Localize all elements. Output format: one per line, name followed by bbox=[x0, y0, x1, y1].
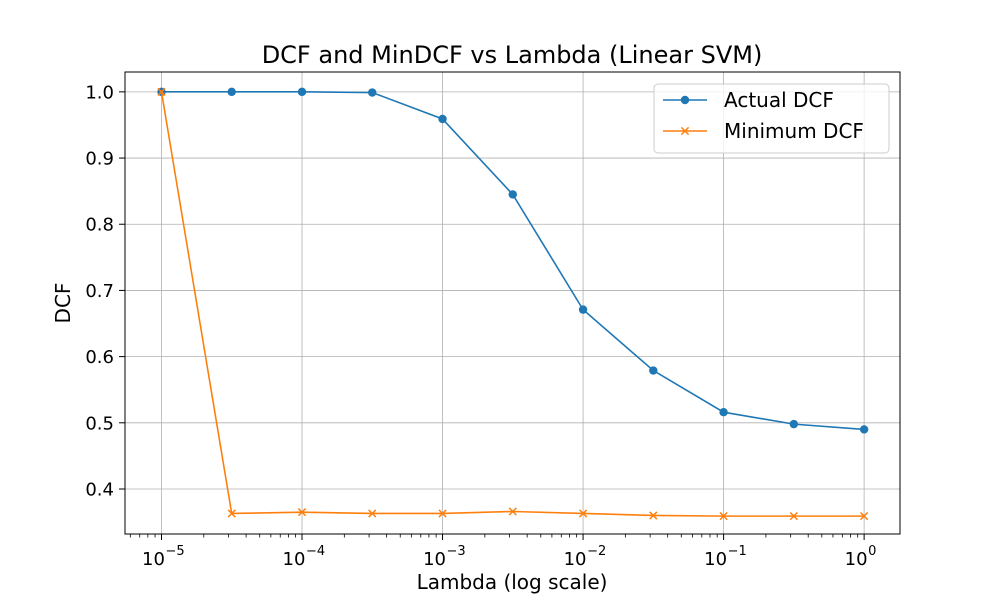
series-lines bbox=[157, 87, 869, 521]
x-tick-label: 10 bbox=[142, 549, 165, 570]
y-tick-label: 1.0 bbox=[85, 82, 114, 103]
data-point bbox=[578, 509, 588, 518]
legend-box bbox=[653, 83, 890, 154]
x-axis-label: Lambda (log scale) bbox=[417, 570, 608, 594]
x-tick-exponent: −5 bbox=[165, 544, 184, 559]
data-point bbox=[508, 507, 517, 516]
x-tick-label: 10 bbox=[704, 549, 727, 570]
axis-ticks: 10 −5 10 −4 10 −3 10 −2 10 −1 10 00.40.50.60.70.80.… bbox=[85, 82, 876, 570]
x-tick-label: 10 bbox=[845, 549, 868, 570]
legend: Actual DCF Minimum DCF bbox=[653, 83, 890, 154]
x-tick-label: 10 bbox=[423, 549, 446, 570]
data-point bbox=[789, 419, 799, 429]
data-point bbox=[719, 511, 728, 521]
data-point bbox=[719, 408, 728, 417]
chart-title: DCF and MinDCF vs Lambda (Linear SVM) bbox=[262, 41, 763, 69]
x-tick-exponent: −4 bbox=[306, 544, 325, 559]
data-point bbox=[368, 88, 377, 97]
x-tick-label: 10 bbox=[283, 549, 306, 570]
data-point bbox=[508, 190, 517, 199]
x-tick-exponent: −2 bbox=[587, 544, 606, 559]
legend-label: Actual DCF bbox=[724, 88, 834, 112]
data-point bbox=[859, 511, 869, 521]
x-tick-exponent: −3 bbox=[447, 544, 466, 559]
y-tick-label: 0.9 bbox=[85, 149, 114, 170]
data-point bbox=[297, 508, 307, 517]
legend-marker bbox=[680, 95, 690, 105]
data-point bbox=[578, 305, 588, 314]
data-point bbox=[368, 509, 377, 518]
grid bbox=[125, 72, 900, 534]
x-tick-exponent: −1 bbox=[728, 544, 747, 559]
y-tick-label: 0.5 bbox=[85, 413, 114, 434]
data-point bbox=[649, 511, 658, 520]
plot-frame bbox=[124, 71, 901, 535]
x-tick-exponent: 0 bbox=[868, 544, 876, 559]
y-tick-label: 0.4 bbox=[85, 479, 114, 500]
data-point bbox=[227, 509, 236, 518]
data-point bbox=[438, 509, 447, 518]
y-tick-label: 0.6 bbox=[85, 347, 114, 368]
x-tick-label: 10 bbox=[564, 549, 587, 570]
data-point bbox=[859, 425, 869, 434]
data-point bbox=[227, 87, 236, 97]
data-point bbox=[438, 114, 447, 124]
data-point bbox=[649, 366, 658, 375]
y-tick-label: 0.7 bbox=[85, 281, 114, 302]
y-tick-label: 0.8 bbox=[85, 215, 114, 236]
legend-marker bbox=[680, 126, 690, 136]
data-point bbox=[789, 511, 798, 521]
series-minimum-dcf bbox=[157, 87, 869, 521]
y-axis-label: DCF bbox=[51, 283, 75, 324]
data-point bbox=[157, 87, 166, 96]
legend-label: Minimum DCF bbox=[724, 119, 864, 143]
data-point bbox=[297, 87, 307, 97]
